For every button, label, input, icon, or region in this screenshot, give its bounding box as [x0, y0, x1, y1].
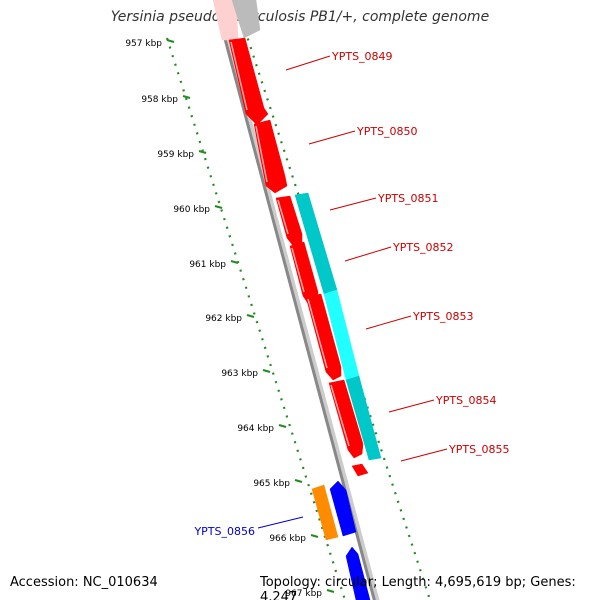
kbp-tick-label: 958 kbp: [141, 95, 178, 105]
genome-title: Yersinia pseudotuberculosis PB1/+, compl…: [110, 9, 490, 25]
outer-tick-track: [243, 29, 432, 600]
gene-highlight: [330, 384, 350, 447]
forward-gene-2[interactable]: [253, 119, 288, 194]
gene-label-leader: [329, 197, 377, 211]
kbp-major-tick: [326, 588, 335, 594]
forward-gene-7[interactable]: [351, 463, 369, 477]
gene-label-leader: [285, 55, 331, 71]
reverse-gene-1[interactable]: [329, 480, 357, 537]
kbp-tick-label: 964 kbp: [237, 424, 274, 434]
gene-label[interactable]: YPTS_0850: [356, 125, 418, 138]
gene-highlight: [291, 247, 305, 293]
kbp-major-tick: [246, 313, 255, 319]
gene-highlight: [255, 125, 268, 183]
cds-feature-3[interactable]: [345, 375, 382, 461]
other-feature-orange[interactable]: [311, 484, 339, 541]
accession-text: Accession: NC_010634: [10, 575, 158, 590]
gene-label[interactable]: YPTS_0849: [331, 50, 393, 63]
kbp-major-tick: [198, 149, 207, 155]
gene-label[interactable]: YPTS_0852: [392, 241, 454, 254]
gene-label-track: YPTS_0849 YPTS_0850 YPTS_0851 YPTS_0852 YPTS…: [193, 50, 509, 538]
kbp-major-tick: [214, 204, 223, 210]
kbp-tick-label: 965 kbp: [253, 479, 290, 489]
gene-label[interactable]: YPTS_0851: [377, 192, 439, 205]
gene-highlight: [277, 199, 289, 235]
gene-label-leader: [344, 246, 392, 262]
kbp-tick-label: 967 kbp: [285, 589, 322, 599]
forward-gene-1[interactable]: [228, 37, 269, 126]
gene-label-leader: [388, 399, 435, 413]
gene-label-leader: [400, 448, 448, 462]
partial-feature-grey[interactable]: [231, 0, 261, 39]
gene-label-leader: [257, 516, 304, 529]
gene-highlight: [307, 298, 328, 369]
gene-label-leader: [308, 130, 356, 145]
kbp-tick-label: 959 kbp: [157, 150, 194, 160]
gene-label[interactable]: YPTS_0853: [412, 310, 474, 323]
kbp-tick-track: 957 kbp 958 kbp 959 kbp 960 kbp 961 kbp 962 k…: [125, 29, 432, 600]
forward-gene-5[interactable]: [305, 293, 342, 381]
kbp-major-tick: [310, 533, 319, 539]
genome-summary-text: Topology: circular; Length: 4,695,619 bp…: [260, 575, 576, 600]
gene-label[interactable]: YPTS_0855: [448, 443, 510, 456]
kbp-major-tick: [166, 38, 175, 44]
reverse-gene-2[interactable]: [345, 546, 371, 600]
gene-label[interactable]: YPTS_0856: [193, 525, 255, 538]
kbp-major-tick: [230, 259, 239, 265]
gene-label-leader: [365, 315, 412, 330]
kbp-tick-label: 966 kbp: [269, 534, 306, 544]
forward-gene-6[interactable]: [328, 379, 364, 459]
gene-feature-track: [212, 0, 382, 600]
gene-label[interactable]: YPTS_0854: [435, 394, 497, 407]
kbp-major-tick: [294, 478, 303, 484]
kbp-tick-label: 962 kbp: [205, 314, 242, 324]
kbp-major-tick: [278, 423, 287, 429]
kbp-major-tick: [262, 368, 271, 374]
kbp-tick-label: 963 kbp: [221, 369, 258, 379]
kbp-tick-label: 961 kbp: [189, 260, 226, 270]
kbp-tick-label: 960 kbp: [173, 205, 210, 215]
gene-highlight: [230, 41, 248, 111]
kbp-major-tick: [182, 94, 191, 100]
kbp-tick-label: 957 kbp: [125, 39, 162, 49]
